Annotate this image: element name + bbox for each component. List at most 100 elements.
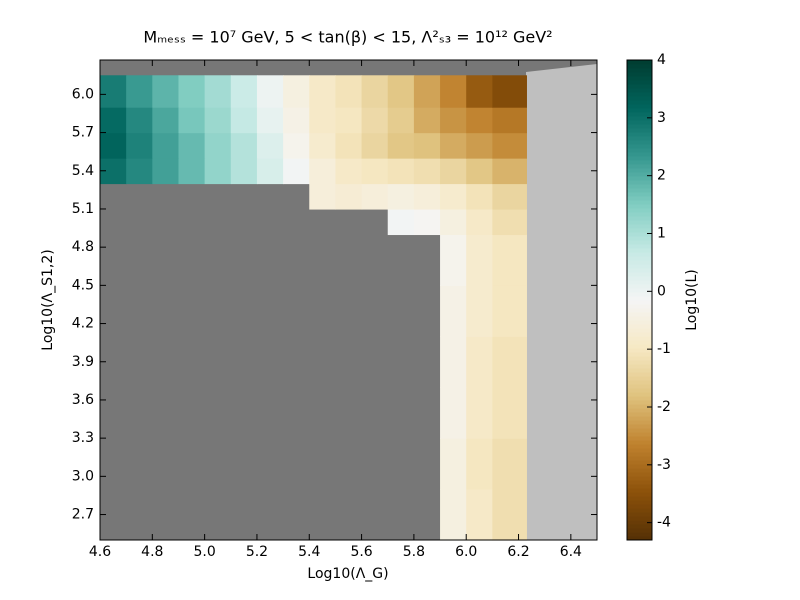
excluded-region-light — [526, 64, 597, 540]
colorbar-swatch — [627, 144, 652, 149]
colorbar-swatch — [627, 156, 652, 161]
heatmap-cell — [283, 132, 310, 159]
heatmap-cell — [204, 132, 232, 159]
heatmap-cell — [492, 387, 527, 439]
heatmap-cell — [466, 234, 493, 286]
y-tick-label: 3.6 — [72, 392, 94, 408]
heatmap-cell — [309, 183, 337, 210]
heatmap-cell — [309, 158, 337, 185]
heatmap-cell — [466, 489, 493, 541]
y-tick-label: 6.0 — [72, 86, 94, 102]
heatmap-cell — [466, 438, 493, 490]
colorbar-tick-label: 3 — [657, 110, 666, 126]
heatmap-cell — [178, 132, 206, 159]
heatmap-cell — [413, 75, 441, 108]
colorbar-swatch — [627, 320, 652, 325]
colorbar-swatch — [627, 524, 652, 529]
colorbar-swatch — [627, 392, 652, 397]
y-axis-label: Log10(Λ_S1,2) — [40, 249, 56, 350]
colorbar-tick-label: -4 — [657, 515, 671, 531]
y-tick-label: 5.1 — [72, 201, 94, 217]
heatmap-cell — [204, 107, 232, 134]
heatmap-cell — [440, 387, 467, 439]
heatmap-cell — [361, 158, 389, 185]
x-tick-label: 5.6 — [350, 544, 372, 560]
y-tick-label: 3.9 — [72, 354, 94, 370]
colorbar-swatch — [627, 332, 652, 337]
colorbar-swatch — [627, 536, 652, 541]
colorbar-swatch — [627, 440, 652, 445]
colorbar-swatch — [627, 324, 652, 329]
colorbar-swatch — [627, 172, 652, 177]
heatmap-cell — [309, 132, 337, 159]
colorbar-swatch — [627, 276, 652, 281]
colorbar-swatch — [627, 476, 652, 481]
colorbar-swatch — [627, 272, 652, 277]
heatmap-cell — [256, 158, 284, 185]
colorbar-swatch — [627, 372, 652, 377]
colorbar-swatch — [627, 168, 652, 173]
colorbar-swatch — [627, 432, 652, 437]
heatmap-cell — [387, 183, 415, 210]
heatmap-cell — [178, 75, 206, 108]
colorbar-swatch — [627, 472, 652, 477]
heatmap-cell — [466, 107, 493, 134]
heatmap-cell — [440, 183, 467, 210]
x-tick-label: 5.8 — [403, 544, 425, 560]
heatmap-cell — [256, 75, 284, 108]
y-tick-label: 4.8 — [72, 239, 94, 255]
colorbar-swatch — [627, 384, 652, 389]
heatmap-cell — [230, 107, 258, 134]
colorbar-swatch — [627, 484, 652, 489]
colorbar-swatch — [627, 420, 652, 425]
heatmap-cell — [440, 489, 467, 541]
colorbar-swatch — [627, 204, 652, 209]
colorbar — [627, 60, 652, 541]
colorbar-tick-label: -2 — [657, 399, 671, 415]
heatmap-cell — [361, 75, 389, 108]
heatmap-cell — [335, 158, 363, 185]
colorbar-swatch — [627, 288, 652, 293]
colorbar-swatch — [627, 184, 652, 189]
heatmap-cell — [440, 158, 467, 185]
heatmap-cell — [100, 132, 127, 159]
colorbar-swatch — [627, 224, 652, 229]
x-tick-label: 4.8 — [141, 544, 163, 560]
colorbar-swatch — [627, 192, 652, 197]
colorbar-label: Log10(L) — [684, 269, 700, 331]
colorbar-swatch — [627, 232, 652, 237]
heatmap-cell — [387, 75, 415, 108]
heatmap-cell — [283, 107, 310, 134]
colorbar-swatch — [627, 340, 652, 345]
colorbar-tick-label: 2 — [657, 168, 666, 184]
colorbar-swatch — [627, 380, 652, 385]
heatmap-cell — [466, 387, 493, 439]
x-tick-label: 6.4 — [560, 544, 582, 560]
colorbar-swatch — [627, 348, 652, 353]
heatmap-cell — [283, 158, 310, 185]
heatmap-cell — [387, 208, 415, 236]
colorbar-swatch — [627, 96, 652, 101]
colorbar-swatch — [627, 148, 652, 153]
heatmap-cell — [466, 132, 493, 159]
colorbar-swatch — [627, 104, 652, 109]
colorbar-swatch — [627, 356, 652, 361]
colorbar-swatch — [627, 208, 652, 213]
heatmap-cell — [492, 336, 527, 388]
x-tick-label: 4.6 — [89, 544, 111, 560]
heatmap-cell — [100, 75, 127, 108]
colorbar-swatch — [627, 448, 652, 453]
colorbar-swatch — [627, 64, 652, 69]
colorbar-swatch — [627, 408, 652, 413]
heatmap-cell — [413, 132, 441, 159]
heatmap-cell — [440, 132, 467, 159]
heatmap-cell — [492, 75, 527, 108]
colorbar-swatch — [627, 100, 652, 105]
heatmap-cell — [440, 75, 467, 108]
colorbar-tick-label: -3 — [657, 457, 671, 473]
heatmap-cell — [230, 132, 258, 159]
colorbar-swatch — [627, 260, 652, 265]
x-tick-label: 6.2 — [507, 544, 529, 560]
colorbar-swatch — [627, 196, 652, 201]
x-tick-label: 5.4 — [298, 544, 320, 560]
